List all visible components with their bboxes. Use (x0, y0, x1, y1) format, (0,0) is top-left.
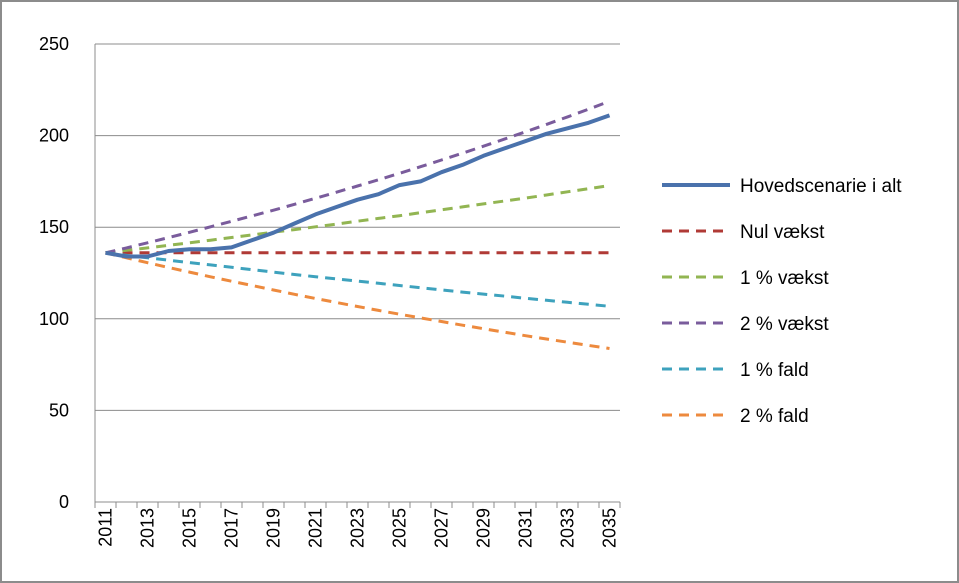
y-tick-label: 250 (39, 34, 69, 54)
legend-label-5: 2 % fald (740, 406, 809, 427)
y-tick-label: 50 (49, 400, 69, 420)
legend-label-4: 1 % fald (740, 360, 809, 381)
x-tick-label: 2029 (474, 508, 494, 548)
y-tick-label: 0 (59, 492, 69, 512)
y-tick-label: 150 (39, 217, 69, 237)
legend-label-2: 1 % vækst (740, 268, 829, 289)
legend-label-1: Nul vækst (740, 222, 825, 243)
legend-label-3: 2 % vækst (740, 314, 829, 335)
y-tick-label: 200 (39, 126, 69, 146)
x-tick-label: 2031 (516, 508, 536, 548)
x-tick-label: 2025 (390, 508, 410, 548)
x-tick-label: 2021 (306, 508, 326, 548)
x-tick-label: 2023 (348, 508, 368, 548)
y-tick-label: 100 (39, 309, 69, 329)
x-tick-label: 2013 (138, 508, 158, 548)
x-tick-label: 2019 (264, 508, 284, 548)
series-lines (105, 99, 611, 350)
series-line-2 (105, 184, 610, 255)
x-tick-label: 2033 (558, 508, 578, 548)
x-tick-label: 2015 (180, 508, 200, 548)
axes: 0 50 100 150 200 250 2011 2013 2015 2017 2019 2021 2… (39, 34, 621, 548)
legend-label-0: Hovedscenarie i alt (740, 176, 902, 197)
gridlines (95, 43, 620, 411)
x-tick-label: 2017 (222, 508, 242, 548)
series-line-3 (105, 99, 611, 255)
x-tick-label: 2027 (432, 508, 452, 548)
legend: Hovedscenarie i alt Nul vækst 1 % vækst 2 %… (662, 176, 902, 427)
series-line-4 (105, 251, 610, 308)
series-line-0 (105, 113, 611, 259)
series-line-5 (105, 251, 610, 350)
x-tick-label: 2035 (600, 508, 620, 548)
x-tick-label: 2011 (96, 508, 116, 547)
